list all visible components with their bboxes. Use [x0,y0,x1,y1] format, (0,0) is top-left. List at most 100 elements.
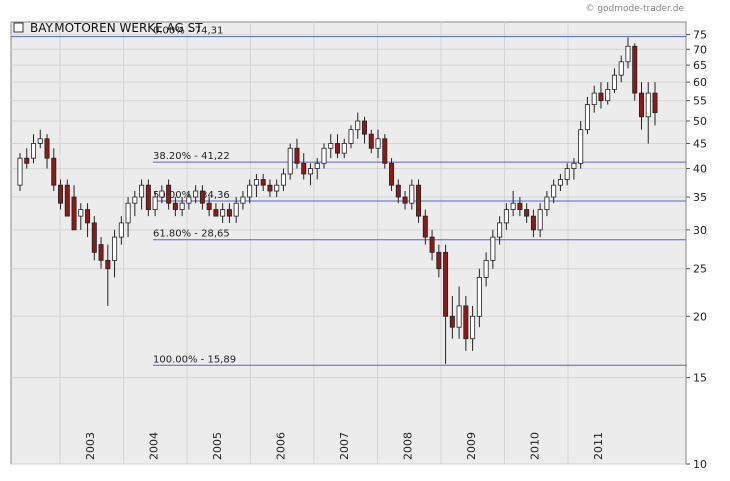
candle [389,158,395,192]
candle [139,179,145,210]
candle [436,244,442,278]
x-tick-label: 2010 [529,432,542,460]
candle-body-up [490,236,496,261]
candle-body-up [280,173,286,186]
candle-body-up [307,168,313,175]
candle [179,197,185,217]
candle [98,237,104,269]
candle-body-down [395,184,401,198]
candle-body-up [456,305,462,328]
candle-body-down [105,259,111,270]
candle [395,179,401,204]
candle [402,191,408,210]
candle-body-down [199,190,205,204]
candle [240,191,246,210]
candle [524,203,530,223]
candle-body-up [341,143,347,154]
fib-level-label: 61.80% - 28,65 [153,229,230,240]
candle [166,179,172,210]
candle-body-up [78,209,84,217]
candle [301,153,307,180]
x-tick-label: 2004 [148,432,161,460]
candle-body-up [321,147,327,164]
candle-body-up [287,147,293,175]
candle [632,43,638,101]
candle-body-down [301,162,307,175]
candle-body-up [233,202,239,217]
candle-body-down [416,184,422,217]
candle-body-down [145,184,151,210]
candle-body-up [497,222,503,238]
candle [335,134,340,159]
candle [348,125,354,149]
candle-body-up [591,92,597,106]
candle-body-up [220,209,226,217]
candle [321,143,327,169]
x-tick-label: 2009 [465,432,478,460]
candle [564,163,570,186]
candle [145,179,151,217]
candle [611,68,617,94]
candle-body-up [247,184,253,198]
candle-body-up [584,104,590,131]
candle-body-down [632,45,638,94]
candle [537,203,543,238]
candle [85,203,91,238]
candle-body-down [402,196,408,204]
candle [51,148,57,192]
candle-body-up [571,162,577,169]
candle [470,305,476,351]
x-tick-label: 2006 [275,432,288,460]
candle [91,216,97,261]
x-axis: 2003 2004 2005 2006 2007 2008 2009 2010 2011 [84,432,605,460]
candle [618,55,624,83]
candle [125,197,131,238]
candle-body-up [409,184,415,204]
candle [71,185,77,231]
candle [503,203,509,230]
y-tick-label: 40 [693,163,707,176]
candle-body-up [625,45,631,63]
candle [449,295,455,339]
candle [274,179,280,198]
candle-body-up [551,184,557,198]
candle [362,116,368,144]
candle-body-up [179,202,185,210]
candle [463,295,469,351]
candle [280,168,286,192]
candle [260,173,266,192]
candles [17,37,658,364]
candle [307,163,313,186]
candle-body-up [355,120,361,131]
y-tick-label: 45 [693,137,707,150]
candle [152,191,158,217]
candle-body-down [524,209,530,217]
x-tick-label: 2008 [402,432,415,460]
y-tick-label: 70 [693,43,707,56]
candle [220,203,226,223]
candle-body-up [544,196,550,210]
candle-body-up [348,129,354,144]
x-tick-label: 2005 [211,432,224,460]
candle-body-up [152,196,158,210]
candle-body-up [118,222,124,238]
y-tick-label: 75 [693,29,707,42]
candle [233,197,239,223]
candle [199,185,205,210]
candle-body-down [51,157,57,186]
candle [490,229,496,269]
candle-body-up [17,157,23,186]
candle [591,85,597,113]
candle [341,138,347,159]
candle [24,148,30,169]
candle [105,244,111,306]
candle [638,82,644,130]
y-tick-label: 60 [693,76,707,89]
candle-body-down [429,236,435,253]
candle-body-down [226,209,232,217]
candle-body-up [314,162,320,169]
candle [287,143,293,180]
fib-level-label: 100.00% - 15,89 [153,354,236,365]
candle [578,121,584,169]
